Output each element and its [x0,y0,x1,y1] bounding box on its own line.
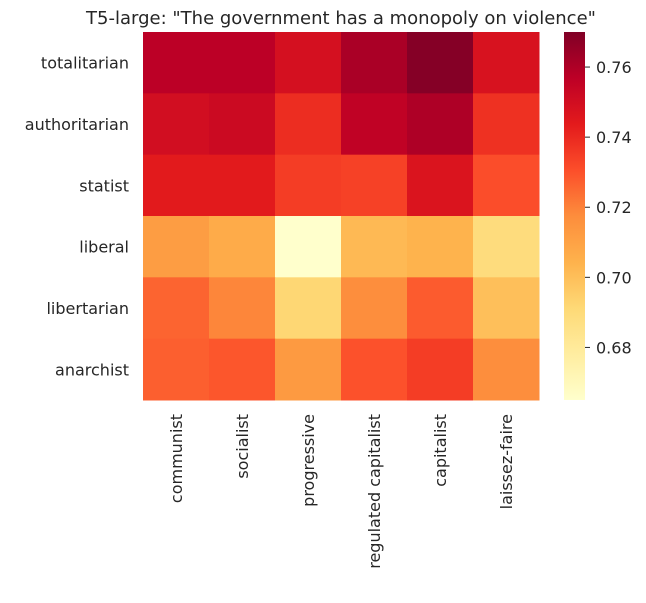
heatmap-cell-anarchist-progressive [275,338,342,401]
heatmap-cell-libertarian-socialist [209,277,276,340]
heatmap-cell-statist-laissez-faire [473,154,540,217]
heatmap-cell-anarchist-capitalist [407,338,474,401]
x-tick-label: capitalist [431,414,450,487]
heatmap-cell-liberal-socialist [209,216,276,278]
heatmap-cell-statist-communist [143,154,210,217]
y-tick-label: authoritarian [25,115,129,134]
x-tick-label: communist [167,414,186,503]
heatmap-cell-liberal-capitalist [407,216,474,278]
heatmap-cell-anarchist-regulated-capitalist [341,338,408,401]
y-axis-labels: totalitarian authoritarian statist liberal l… [25,54,129,380]
colorbar-ticks: 0.68 0.70 0.72 0.74 0.76 [585,58,632,357]
heatmap-cell-totalitarian-regulated-capitalist [341,32,408,94]
colorbar-tick-label: 0.74 [596,128,632,147]
heatmap-cell-authoritarian-socialist [209,93,276,156]
heatmap-cell-statist-progressive [275,154,342,217]
heatmap-cell-authoritarian-communist [143,93,210,156]
heatmap-cell-totalitarian-socialist [209,32,276,94]
heatmap-cell-anarchist-communist [143,338,210,401]
heatmap-cell-liberal-communist [143,216,210,278]
chart-title: T5-large: "The government has a monopoly… [85,8,596,29]
heatmap-cell-statist-socialist [209,154,276,217]
heatmap-cell-authoritarian-progressive [275,93,342,156]
heatmap-cell-libertarian-progressive [275,277,342,340]
heatmap-cell-libertarian-communist [143,277,210,340]
x-tick-label: laissez-faire [497,414,516,509]
x-axis-labels: communist socialist progressive regulated c… [167,414,516,569]
colorbar [564,32,585,400]
heatmap-cell-totalitarian-laissez-faire [473,32,540,94]
y-tick-label: anarchist [55,360,129,379]
heatmap-cell-authoritarian-regulated-capitalist [341,93,408,156]
heatmap-cell-libertarian-capitalist [407,277,474,340]
colorbar-tick-label: 0.70 [596,268,632,287]
heatmap-cell-statist-regulated-capitalist [341,154,408,217]
colorbar-tick-label: 0.72 [596,198,632,217]
heatmap-cell-libertarian-regulated-capitalist [341,277,408,340]
x-tick-label: regulated capitalist [365,414,384,569]
heatmap-cell-anarchist-laissez-faire [473,338,540,401]
heatmap-cell-totalitarian-capitalist [407,32,474,94]
y-tick-label: totalitarian [41,54,129,73]
x-tick-label: progressive [299,414,318,507]
colorbar-tick-label: 0.68 [596,338,632,357]
heatmap-cell-authoritarian-laissez-faire [473,93,540,156]
heatmap-cell-anarchist-socialist [209,338,276,401]
heatmap-cell-libertarian-laissez-faire [473,277,540,340]
x-tick-label: socialist [233,414,252,479]
heatmap-cells [143,32,540,401]
heatmap-cell-totalitarian-progressive [275,32,342,94]
y-tick-label: libertarian [46,299,129,318]
heatmap-cell-statist-capitalist [407,154,474,217]
y-tick-label: liberal [79,238,129,257]
heatmap-cell-liberal-regulated-capitalist [341,216,408,278]
y-tick-label: statist [79,176,129,195]
heatmap-cell-totalitarian-communist [143,32,210,94]
heatmap-cell-liberal-laissez-faire [473,216,540,278]
heatmap-cell-liberal-progressive [275,216,342,278]
heatmap-cell-authoritarian-capitalist [407,93,474,156]
colorbar-tick-label: 0.76 [596,58,632,77]
